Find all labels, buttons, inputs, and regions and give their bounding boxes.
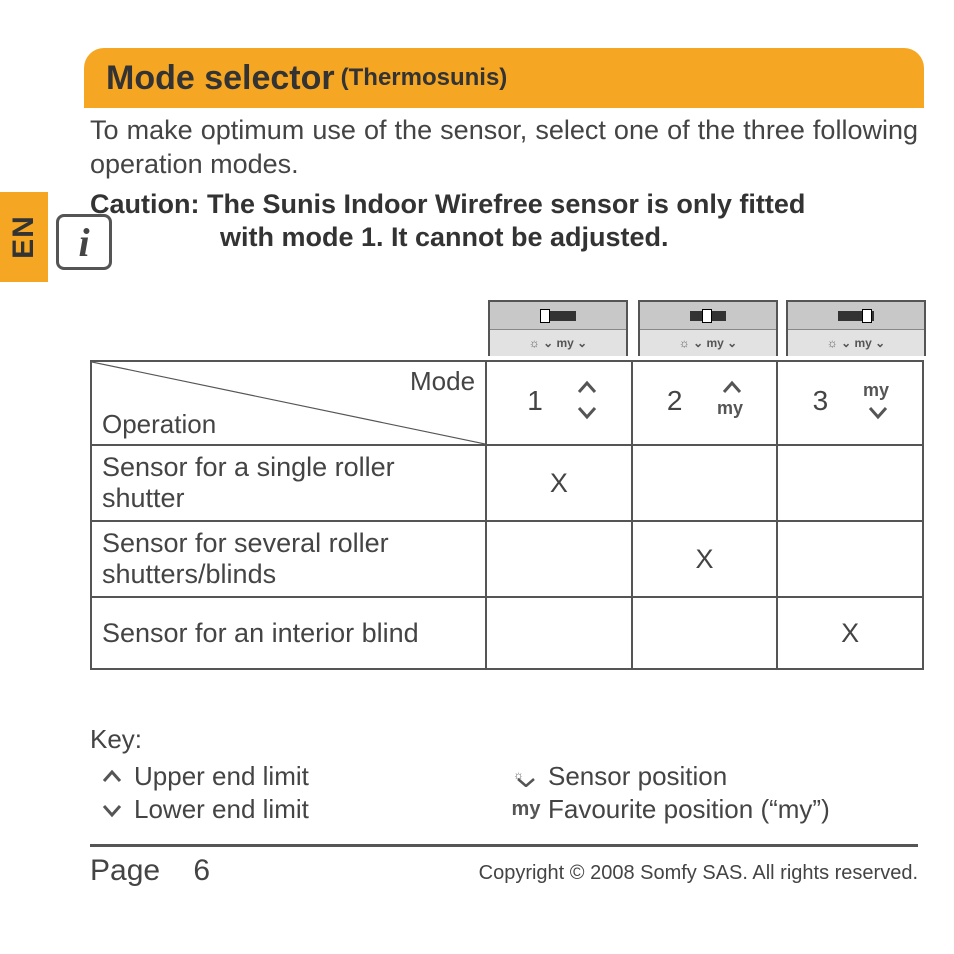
cell	[486, 597, 632, 669]
language-tab: EN	[0, 192, 48, 282]
up-down-icon	[576, 380, 598, 427]
key-legend: Key: Upper end limit Lower end limit ☼ S…	[90, 724, 918, 827]
mode-table: Mode Operation 1 2 my 3 my Sensor for a …	[90, 360, 924, 670]
cell	[632, 597, 778, 669]
key-item: ☼ Sensor position	[504, 761, 918, 792]
page-indicator: Page 6	[90, 854, 210, 888]
key-text: Lower end limit	[134, 794, 309, 825]
section-title-bar: Mode selector (Thermosunis)	[84, 48, 924, 108]
key-text: Upper end limit	[134, 761, 309, 792]
key-item: Upper end limit	[90, 761, 504, 792]
language-code: EN	[7, 215, 41, 259]
key-label: Key:	[90, 724, 918, 755]
cell	[777, 521, 923, 597]
chevron-down-icon	[90, 802, 134, 818]
page-label: Page	[90, 854, 160, 887]
table-header-diagonal: Mode Operation	[91, 361, 486, 445]
info-icon: i	[56, 214, 112, 270]
mode-col-2: 2 my	[632, 361, 778, 445]
svg-text:my: my	[863, 380, 889, 400]
svg-text:my: my	[717, 398, 743, 418]
caution-text1: The Sunis Indoor Wirefree sensor is only…	[207, 189, 805, 219]
header-mode: Mode	[410, 366, 475, 397]
mode-col-3: 3 my	[777, 361, 923, 445]
key-item: Lower end limit	[90, 794, 504, 825]
key-item: my Favourite position (“my”)	[504, 794, 918, 825]
section-title: Mode selector	[106, 59, 335, 98]
caution-line1: Caution: The Sunis Indoor Wirefree senso…	[90, 188, 918, 220]
row-label: Sensor for an interior blind	[91, 597, 486, 669]
sun-down-icon: ☼	[504, 767, 548, 787]
cell	[632, 445, 778, 521]
page-number: 6	[193, 854, 210, 887]
mode-col-1: 1	[486, 361, 632, 445]
intro-text: To make optimum use of the sensor, selec…	[90, 114, 918, 182]
switch-mode-2: ☼ ⌄ my ⌄	[638, 300, 778, 356]
my-down-icon: my	[861, 380, 895, 427]
header-operation: Operation	[102, 409, 216, 440]
switch-legend: ☼ ⌄ my ⌄	[490, 330, 626, 356]
switch-row: ☼ ⌄ my ⌄ ☼ ⌄ my ⌄ ☼ ⌄ my ⌄	[90, 300, 918, 358]
up-my-icon: my	[715, 380, 749, 427]
cell	[777, 445, 923, 521]
switch-legend: ☼ ⌄ my ⌄	[788, 330, 924, 356]
switch-mode-3: ☼ ⌄ my ⌄	[786, 300, 926, 356]
cell: X	[486, 445, 632, 521]
footer-divider	[90, 844, 918, 847]
row-label: Sensor for several roller shutters/blind…	[91, 521, 486, 597]
chevron-up-icon	[90, 769, 134, 785]
switch-mode-1: ☼ ⌄ my ⌄	[488, 300, 628, 356]
key-text: Favourite position (“my”)	[548, 794, 830, 825]
caution-line2: with mode 1. It cannot be adjusted.	[220, 222, 918, 253]
table-row: Sensor for a single roller shutter X	[91, 445, 923, 521]
copyright-text: Copyright © 2008 Somfy SAS. All rights r…	[479, 862, 918, 885]
cell	[486, 521, 632, 597]
key-text: Sensor position	[548, 761, 727, 792]
cell: X	[632, 521, 778, 597]
cell: X	[777, 597, 923, 669]
section-subtitle: (Thermosunis)	[341, 64, 508, 92]
row-label: Sensor for a single roller shutter	[91, 445, 486, 521]
my-icon: my	[504, 798, 548, 821]
switch-legend: ☼ ⌄ my ⌄	[640, 330, 776, 356]
table-row: Sensor for several roller shutters/blind…	[91, 521, 923, 597]
table-row: Sensor for an interior blind X	[91, 597, 923, 669]
